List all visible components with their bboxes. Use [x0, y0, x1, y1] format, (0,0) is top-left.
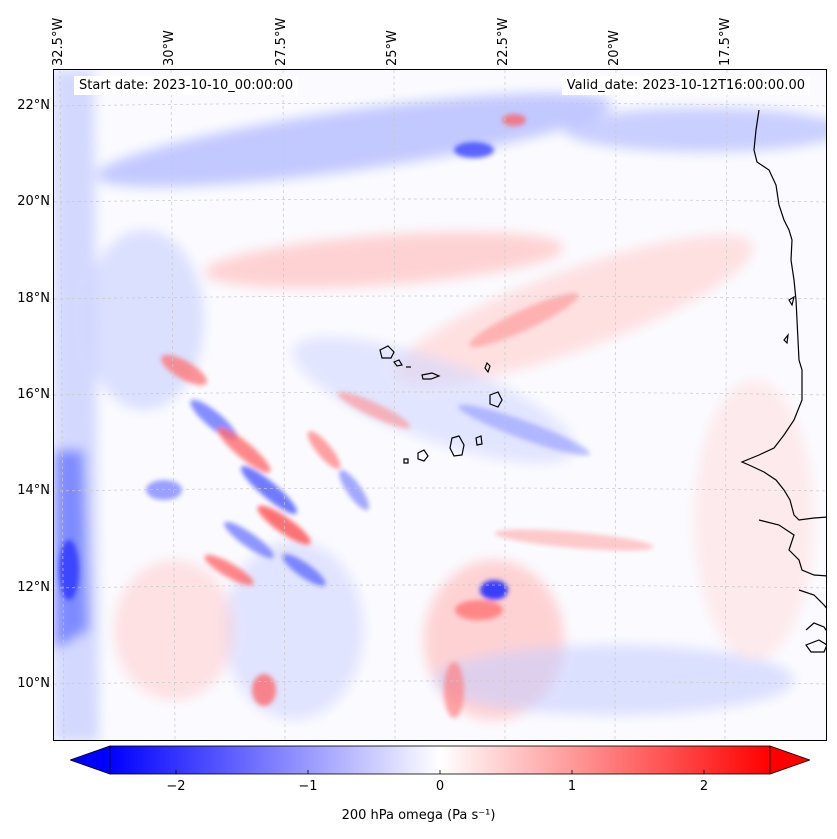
colorbar-min-extension — [68, 745, 111, 775]
gambia-coastline — [758, 519, 826, 577]
map-panel: Start date: 2023-10-10_00:00:00 Valid_da… — [53, 69, 827, 741]
lon-label-20w: 20°W — [607, 30, 622, 66]
lon-label-30w: 30°W — [162, 30, 177, 66]
lat-label-12n: 12°N — [17, 580, 50, 595]
colorbar-tick-labels: −2 −1 0 1 2 — [0, 779, 837, 799]
lat-label-16n: 16°N — [17, 387, 50, 402]
colorbar-tick-label: −1 — [298, 779, 318, 794]
colorbar — [68, 745, 812, 775]
lon-label-32-5w: 32.5°W — [51, 17, 66, 66]
bissagos-coastline — [805, 622, 826, 632]
graticule — [54, 70, 826, 740]
santiago-island — [449, 435, 465, 457]
lat-label-10n: 10°N — [17, 676, 50, 691]
colorbar-gradient — [109, 745, 771, 775]
bissagos-island — [805, 639, 826, 653]
guinea-coastline — [798, 589, 826, 609]
colorbar-tick-label: −2 — [166, 779, 186, 794]
lon-label-22-5w: 22.5°W — [496, 17, 511, 66]
colorbar-tick-label: 2 — [699, 779, 709, 794]
brava-island — [403, 458, 409, 464]
valid-date-label: Valid_date: 2023-10-12T16:00:00.00 — [561, 76, 810, 95]
omega-field-map — [54, 70, 826, 740]
start-date-label: Start date: 2023-10-10_00:00:00 — [74, 76, 299, 95]
lon-label-27-5w: 27.5°W — [274, 17, 289, 66]
colorbar-tickmarks — [175, 770, 705, 774]
sal-island — [484, 361, 491, 374]
santo-antao-island — [379, 345, 395, 359]
colorbar-title: 200 hPa omega (Pa s⁻¹) — [341, 808, 496, 823]
lat-label-20n: 20°N — [17, 194, 50, 209]
omega-background-field — [54, 70, 826, 740]
lon-label-17-5w: 17.5°W — [718, 17, 733, 66]
colorbar-tick-label: 1 — [567, 779, 577, 794]
fogo-island — [417, 449, 429, 462]
coastline — [740, 109, 826, 653]
banc-arguin-islet — [788, 295, 795, 307]
colorbar-tick-label: 0 — [435, 779, 445, 794]
sao-vicente-island — [393, 359, 403, 367]
maio-island — [475, 435, 483, 446]
cape-verde-islands — [379, 345, 503, 464]
lon-label-25w: 25°W — [385, 30, 400, 66]
africa-coastline — [740, 109, 826, 521]
colorbar-graphic — [68, 745, 812, 775]
lat-label-18n: 18°N — [17, 291, 50, 306]
mauritania-islet — [783, 332, 789, 345]
lat-label-22n: 22°N — [17, 98, 50, 113]
boa-vista-island — [489, 391, 503, 408]
colorbar-max-extension — [769, 745, 812, 775]
omega-strong-features — [59, 114, 654, 718]
lat-label-14n: 14°N — [17, 483, 50, 498]
sao-nicolau-island — [421, 372, 441, 380]
